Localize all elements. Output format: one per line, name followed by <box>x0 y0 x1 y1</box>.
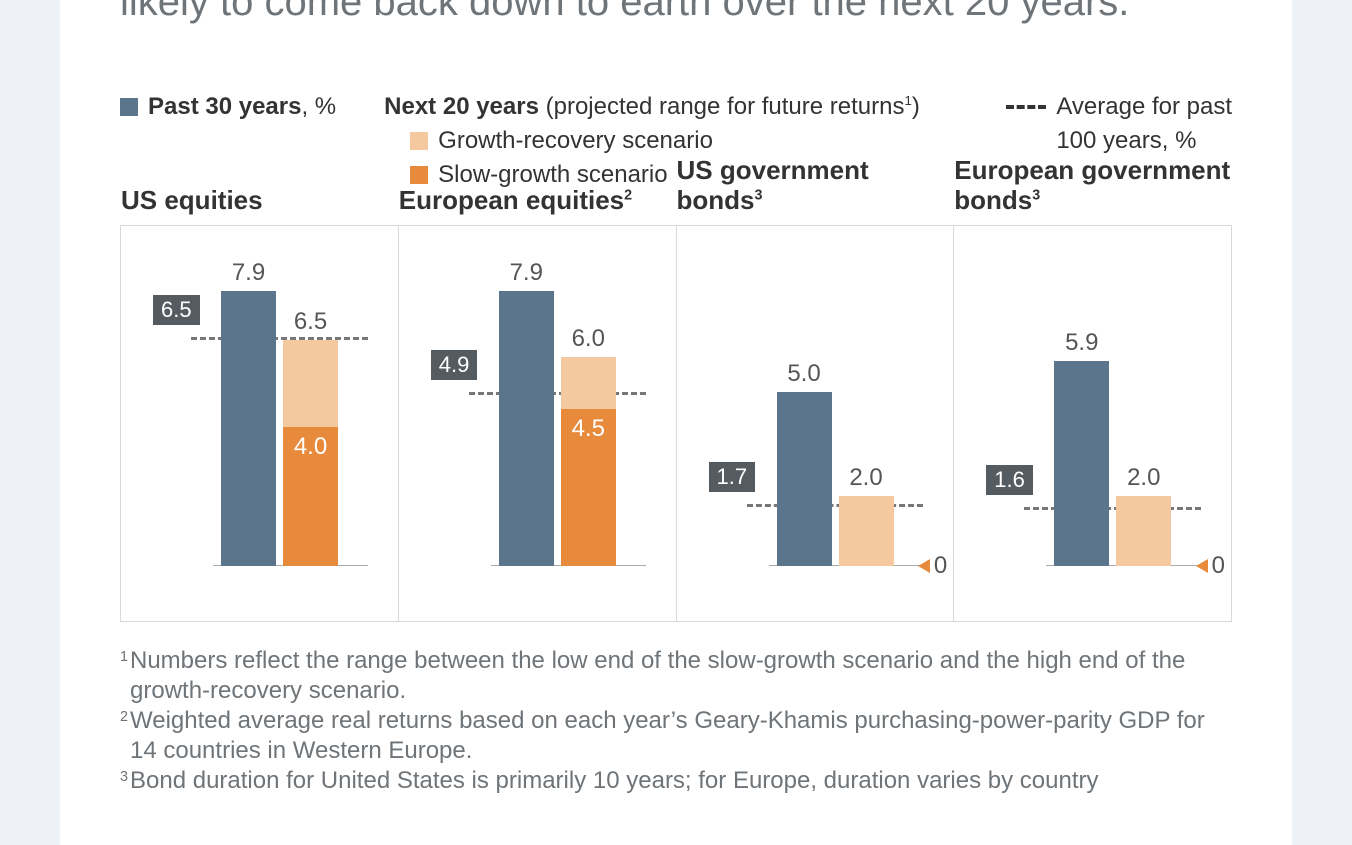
chart-panel: European equities24.97.96.04.5 <box>399 226 677 621</box>
avg100-line <box>747 504 924 507</box>
chart-panel: US government bonds31.75.02.00 <box>677 226 955 621</box>
legend-slow-swatch <box>410 166 428 184</box>
bar-past-label: 7.9 <box>221 259 276 287</box>
footnote: 2Weighted average real returns based on … <box>120 706 1232 766</box>
legend-past-label: Past 30 years <box>148 93 301 120</box>
footnote-number: 2 <box>120 708 130 768</box>
bar-growth: 2.0 <box>1116 496 1171 566</box>
bar-slow-label: 4.5 <box>561 415 616 443</box>
legend-past: Past 30 years, % <box>120 93 336 121</box>
chart-panel: US equities6.57.96.54.0 <box>121 226 399 621</box>
legend-growth: Growth-recovery scenario <box>410 127 958 155</box>
legend-avg100-dash-icon <box>1006 105 1046 109</box>
legend-avg100-line2: 100 years, % <box>1056 127 1196 155</box>
legend-growth-swatch <box>410 132 428 150</box>
panel-plot: 4.9 7.96.0 4.5 <box>399 291 676 566</box>
footnote: 3Bond duration for United States is prim… <box>120 766 1232 796</box>
bar-slow: 4.0 <box>283 427 338 566</box>
chart-panel: European government bonds31.65.92.00 <box>954 226 1231 621</box>
zero-marker: 0 <box>918 552 947 580</box>
legend-past-col: Past 30 years, % <box>120 93 336 121</box>
chart-panels: US equities6.57.96.54.0European equities… <box>120 225 1232 622</box>
title-fragment: likely to come back down to earth over t… <box>120 0 1232 25</box>
footnote: 1Numbers reflect the range between the l… <box>120 646 1232 706</box>
avg100-line <box>191 337 368 340</box>
bar-past: 7.9 <box>221 291 276 566</box>
panel-plot: 6.57.96.54.0 <box>121 291 398 566</box>
avg100-tag: 6.5 <box>153 295 200 325</box>
legend-next-header: Next 20 years (projected range for futur… <box>384 93 958 121</box>
legend-avg100: Average for past 100 years, % <box>1006 93 1232 155</box>
triangle-left-icon <box>918 559 930 573</box>
footnote-text: Weighted average real returns based on e… <box>130 706 1232 766</box>
bar-past: 7.9 <box>499 291 554 566</box>
panel-title: US equities <box>121 186 263 216</box>
zero-marker: 0 <box>1196 552 1225 580</box>
bar-growth-label: 6.5 <box>283 308 338 336</box>
footnote-text: Bond duration for United States is prima… <box>130 766 1232 796</box>
zero-label: 0 <box>1212 552 1225 580</box>
footnotes: 1Numbers reflect the range between the l… <box>120 646 1232 796</box>
bar-past-label: 5.0 <box>777 360 832 388</box>
chart-card: likely to come back down to earth over t… <box>60 0 1292 845</box>
panel-plot: 1.75.02.00 <box>677 291 954 566</box>
bar-slow: 4.5 <box>561 409 616 566</box>
bar-past-label: 5.9 <box>1054 329 1109 357</box>
bar-past: 5.0 <box>777 392 832 566</box>
footnote-number: 1 <box>120 648 130 708</box>
legend-avg100-line1: Average for past <box>1056 93 1232 121</box>
footnote-number: 3 <box>120 768 130 798</box>
panel-title: US government bonds3 <box>677 156 954 216</box>
bar-growth: 2.0 <box>839 496 894 566</box>
legend-growth-label: Growth-recovery scenario <box>438 127 713 155</box>
panel-title: European equities2 <box>399 186 632 216</box>
avg100-tag: 1.6 <box>986 465 1033 495</box>
avg100-tag: 4.9 <box>431 350 478 380</box>
triangle-left-icon <box>1196 559 1208 573</box>
legend-past-suffix: , % <box>301 93 336 120</box>
legend-past-swatch <box>120 98 138 116</box>
bar-growth-label: 2.0 <box>1116 464 1171 492</box>
bar-past: 5.9 <box>1054 361 1109 566</box>
bar-slow-label: 4.0 <box>283 433 338 461</box>
avg100-tag: 1.7 <box>709 462 756 492</box>
panel-plot: 1.65.92.00 <box>954 291 1231 566</box>
panel-title: European government bonds3 <box>954 156 1231 216</box>
bar-past-label: 7.9 <box>499 259 554 287</box>
bar-growth-label: 2.0 <box>839 464 894 492</box>
avg100-line <box>1024 507 1201 510</box>
footnote-text: Numbers reflect the range between the lo… <box>130 646 1232 706</box>
zero-label: 0 <box>934 552 947 580</box>
bar-growth-label: 6.0 <box>561 325 616 353</box>
avg100-line <box>469 392 646 395</box>
